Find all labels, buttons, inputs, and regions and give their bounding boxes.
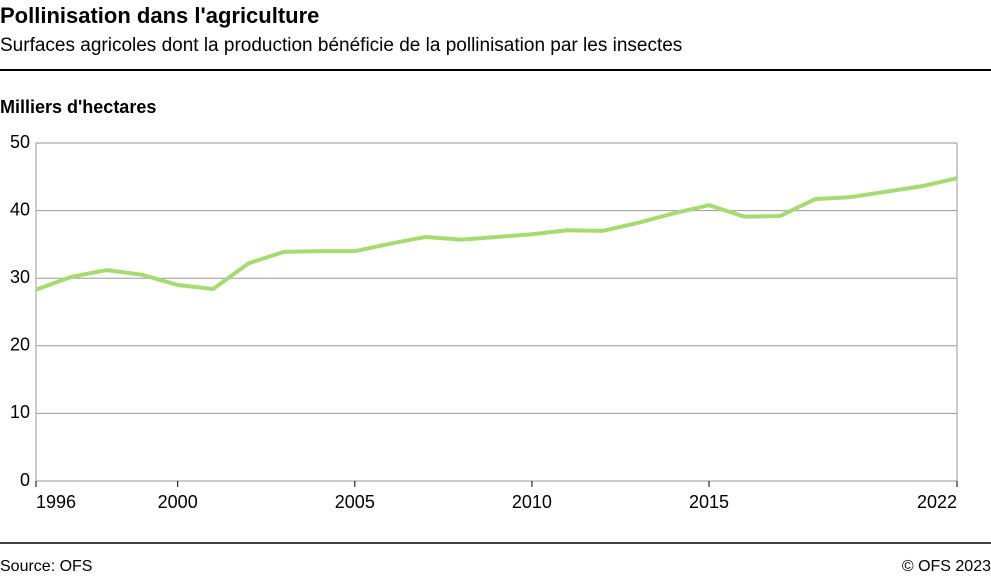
y-tick-label: 40	[10, 199, 30, 219]
y-tick-label: 10	[10, 402, 30, 422]
x-tick-label: 2005	[335, 492, 375, 512]
x-tick-label: 2015	[689, 492, 729, 512]
x-tick-label: 2010	[512, 492, 552, 512]
y-tick-label: 50	[10, 132, 30, 152]
y-tick-label: 0	[20, 470, 30, 490]
chart-title: Pollinisation dans l'agriculture	[0, 3, 319, 28]
source: Source: OFS	[0, 558, 92, 575]
chart-subtitle: Surfaces agricoles dont la production bé…	[0, 35, 682, 56]
y-tick-label: 20	[10, 335, 30, 355]
y-axis-label: Milliers d'hectares	[0, 97, 156, 117]
y-tick-label: 30	[10, 267, 30, 287]
x-tick-label: 2022	[917, 492, 957, 512]
x-tick-label: 2000	[158, 492, 198, 512]
x-tick-label: 1996	[36, 492, 76, 512]
data-line	[35, 176, 958, 292]
credit: © OFS 2023	[902, 558, 991, 575]
plot-frame	[35, 142, 958, 482]
